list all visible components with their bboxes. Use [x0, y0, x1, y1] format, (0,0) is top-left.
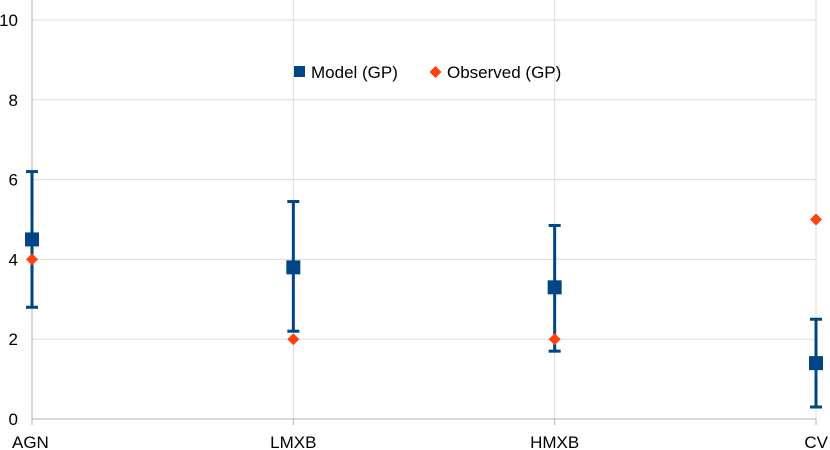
- x-tick-label: CV: [804, 433, 828, 450]
- data-marks: [25, 170, 823, 409]
- legend-label: Model (GP): [311, 63, 398, 82]
- model-point: [25, 232, 39, 247]
- gridlines: [31, 0, 817, 419]
- legend: Model (GP) Observed (GP): [294, 63, 561, 82]
- legend-marker-model: [294, 66, 305, 77]
- x-tick-label: LMXB: [270, 433, 316, 450]
- y-tick-label: 6: [9, 171, 18, 190]
- x-axis-ticks: AGN LMXB HMXB CV: [12, 433, 829, 450]
- axes: [31, 0, 817, 425]
- y-tick-label: 2: [9, 330, 18, 349]
- y-axis-ticks: 0 2 4 6 8 10: [0, 11, 18, 429]
- y-tick-label: 0: [9, 410, 18, 429]
- model-point: [547, 280, 562, 295]
- observed-point: [548, 333, 561, 346]
- model-point: [809, 356, 823, 371]
- observed-point: [810, 213, 822, 226]
- y-tick-label: 10: [0, 11, 18, 30]
- observed-point: [26, 253, 38, 266]
- legend-label: Observed (GP): [447, 63, 561, 82]
- observed-point: [287, 333, 300, 346]
- y-tick-label: 4: [9, 250, 18, 269]
- legend-marker-observed: [429, 66, 442, 78]
- x-tick-label: HMXB: [530, 433, 579, 450]
- x-tick-label: AGN: [12, 433, 49, 450]
- model-point: [286, 260, 301, 275]
- y-tick-label: 8: [9, 91, 18, 110]
